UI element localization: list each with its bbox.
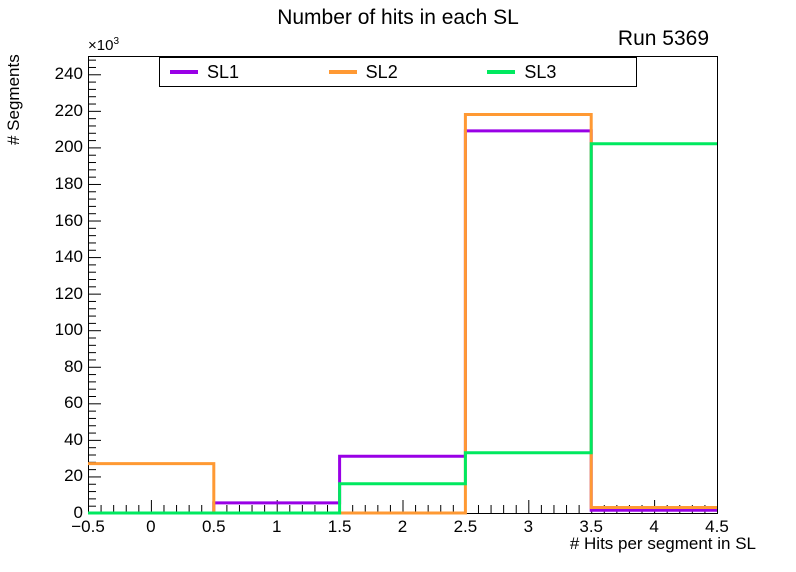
legend: SL1 SL2 SL3: [159, 57, 637, 87]
series-sl2: [88, 113, 717, 515]
legend-line-sl3-icon: [487, 70, 516, 74]
legend-label-sl2: SL2: [365, 61, 398, 82]
plot-frame: [88, 56, 718, 514]
axis-ticks: [88, 59, 718, 514]
legend-entry-sl1: SL1: [160, 58, 319, 86]
plot-title: Number of hits in each SL: [277, 6, 519, 29]
series-sl1: [88, 129, 717, 515]
legend-entry-sl2: SL2: [319, 58, 478, 86]
legend-label-sl1: SL1: [207, 61, 240, 82]
legend-label-sl3: SL3: [524, 61, 557, 82]
legend-entry-sl3: SL3: [477, 58, 636, 86]
legend-line-sl1-icon: [170, 70, 198, 74]
y-axis-multiplier-base: ×10: [88, 37, 114, 54]
series-sl3: [88, 142, 717, 515]
legend-line-sl2-icon: [328, 70, 357, 74]
run-label: Run 5369: [617, 27, 709, 50]
y-axis-multiplier: ×103: [88, 36, 119, 54]
x-axis-title: # Hits per segment in SL: [569, 534, 756, 553]
y-axis-multiplier-exponent: 3: [113, 36, 120, 47]
